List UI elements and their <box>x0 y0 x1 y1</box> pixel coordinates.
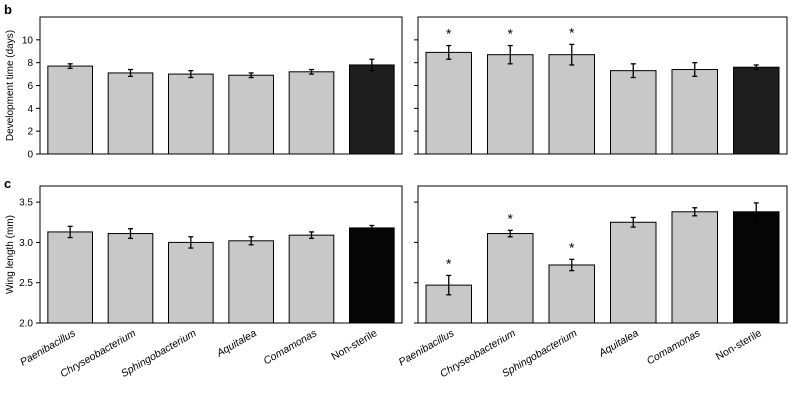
bar-b-right <box>486 54 534 155</box>
bar-b-right <box>425 51 473 155</box>
bar-c-left <box>107 233 154 324</box>
bar-b-right <box>548 54 596 155</box>
significance-marker-b-right: * <box>508 26 514 42</box>
bar-c-right <box>609 221 657 324</box>
bar-b-left <box>107 72 154 155</box>
bar-c-right <box>486 233 534 324</box>
bar-b-left <box>47 65 93 155</box>
significance-marker-c-right: * <box>508 210 514 226</box>
y-tick-label-b-left: 6 <box>27 81 33 92</box>
panel-label-c: c <box>4 176 11 191</box>
y-tick-label-c-left: 2.5 <box>19 278 33 289</box>
bar-c-left <box>47 231 93 324</box>
panel-label-b: b <box>4 2 12 17</box>
y-tick-label-c-left: 3.5 <box>19 198 33 209</box>
category-label-c-right: Paenibacillus <box>397 327 457 369</box>
y-axis-label-c-left: Wing length (mm) <box>5 215 16 294</box>
category-label-c-left: Comamonas <box>261 327 319 368</box>
y-tick-label-b-left: 0 <box>27 150 33 161</box>
bar-c-right <box>548 264 596 324</box>
y-tick-label-c-left: 3.0 <box>19 238 33 249</box>
category-label-c-right: Comamonas <box>645 327 703 368</box>
category-label-c-right: Non-sterile <box>714 327 764 363</box>
bar-c-left <box>228 240 274 324</box>
plot-frame-b-left <box>39 16 403 155</box>
bar-b-left <box>349 64 395 155</box>
chart-b-right: * * * <box>414 16 788 155</box>
bar-b-right <box>609 70 657 155</box>
charts-group: 0 2 4 6 8 10 Development time (days) * * * 2.0 2.5 3… <box>5 16 788 380</box>
significance-marker-c-right: * <box>446 255 452 271</box>
bar-b-left <box>228 74 274 155</box>
significance-marker-b-right: * <box>569 24 575 40</box>
category-label-c-right: Aquitalea <box>596 327 641 360</box>
y-tick-label-b-left: 4 <box>27 104 33 115</box>
category-label-c-left: Paenibacillus <box>18 327 78 369</box>
bar-b-right <box>732 66 780 155</box>
y-tick-label-b-left: 10 <box>22 35 34 46</box>
bar-b-left <box>168 73 214 155</box>
bar-c-left <box>168 241 214 324</box>
chart-b-left: 0 2 4 6 8 10 Development time (days) <box>5 16 403 161</box>
bar-c-right <box>671 211 719 324</box>
bar-c-left <box>288 234 335 324</box>
plot-frame-b-right <box>417 16 788 155</box>
significance-marker-b-right: * <box>446 26 452 42</box>
bar-c-right <box>732 211 780 324</box>
y-tick-label-c-left: 2.0 <box>19 319 33 330</box>
bar-b-left <box>288 71 335 155</box>
plot-frame-c-left <box>39 185 403 324</box>
y-tick-label-b-left: 2 <box>27 127 33 138</box>
y-tick-label-b-left: 8 <box>27 58 33 69</box>
chart-c-right: *Paenibacillus*Chryseobacterium*Sphingob… <box>397 185 788 380</box>
category-label-c-left: Non-sterile <box>329 327 379 363</box>
bar-b-right <box>671 69 719 155</box>
bar-c-left <box>349 227 395 324</box>
significance-marker-c-right: * <box>569 239 575 255</box>
y-axis-label-b-left: Development time (days) <box>5 30 16 141</box>
plot-frame-c-right <box>417 185 788 324</box>
category-label-c-left: Aquitalea <box>214 327 259 360</box>
